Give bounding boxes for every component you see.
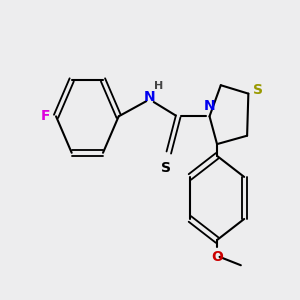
Text: O: O: [211, 250, 223, 264]
Text: N: N: [204, 99, 215, 113]
Text: F: F: [40, 109, 50, 123]
Text: N: N: [144, 90, 155, 104]
Text: S: S: [161, 161, 171, 175]
Text: S: S: [254, 83, 263, 97]
Text: H: H: [154, 81, 163, 91]
